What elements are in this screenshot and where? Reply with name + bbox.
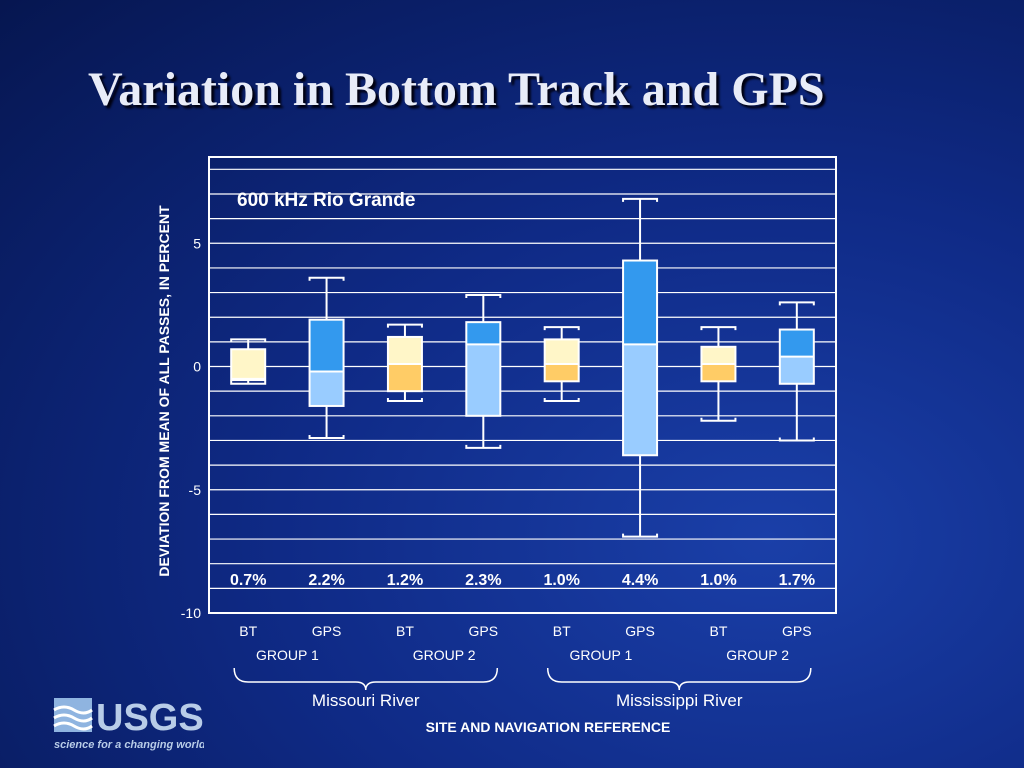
box-4 [543,326,580,403]
whisker-cap-upper [622,197,659,202]
x-tick-label: GPS [469,623,499,639]
box-upper [231,349,266,379]
percent-label: 1.0% [543,572,579,589]
box-upper [544,339,579,365]
x-axis-label: SITE AND NAVIGATION REFERENCE [426,719,671,735]
y-tick-label: -10 [181,605,201,621]
box-0 [230,338,267,385]
box-2 [386,323,423,403]
box-lower [623,344,658,456]
y-tick-label: 5 [193,235,201,251]
whisker-cap-lower [543,398,580,403]
river-bracket [546,667,812,691]
x-tick-label: GPS [782,623,812,639]
whisker-cap-lower [308,434,345,439]
group-label: GROUP 1 [569,647,632,663]
box-lower [701,364,736,382]
y-tick-label: -5 [189,482,202,498]
group-label: GROUP 1 [256,647,319,663]
x-tick-label: BT [239,623,257,639]
box-outline [308,318,345,407]
percent-label: 4.4% [622,572,658,589]
box-3 [465,294,502,449]
group-label: GROUP 2 [413,647,476,663]
box-1 [308,276,345,439]
whisker-cap-lower [622,533,659,538]
x-tick-label: GPS [625,623,655,639]
whisker-cap-upper [308,276,345,281]
box-6 [700,326,737,422]
y-tick-label: 0 [193,359,201,375]
percent-label: 2.2% [308,572,344,589]
usgs-wave-icon [53,698,93,732]
box-upper [779,329,814,357]
river-brackets: Missouri River Mississippi River [233,667,812,710]
whisker-cap-upper [543,326,580,331]
box-upper [387,336,422,365]
x-tick-label: GPS [312,623,342,639]
whisker-cap-upper [700,326,737,331]
box-upper [466,322,501,345]
box-lower [309,371,344,406]
slide-title: Variation in Bottom Track and GPS [88,63,825,116]
whisker-cap-upper [386,323,423,328]
whisker-cap-upper [230,338,267,343]
x-tick-label: BT [396,623,414,639]
x-axis-labels: BT GPS BT GPS BT GPS BT GPS GROUP 1 GROUP 2 GROUP … [239,623,811,663]
plot-area [208,156,837,614]
grid-lines [209,168,836,589]
whisker-cap-lower [700,417,737,422]
whisker-cap-lower [230,380,267,385]
box-lower [387,364,422,392]
box-outline [543,338,580,383]
percent-label: 0.7% [230,572,266,589]
percent-label: 1.2% [387,572,423,589]
box-upper [623,260,658,345]
usgs-tagline: science for a changing world [54,739,204,751]
whisker-cap-lower [386,398,423,403]
whisker-cap-lower [465,444,502,449]
boxes [230,197,815,538]
x-tick-label: BT [553,623,571,639]
usgs-logo: USGS science for a changing world [53,697,204,751]
box-lower [466,344,501,416]
box-5 [622,197,659,538]
percent-label: 1.7% [779,572,815,589]
y-axis-label: DEVIATION FROM MEAN OF ALL PASSES, IN PE… [156,205,172,577]
whisker-cap-lower [778,437,815,442]
percent-label: 1.0% [700,572,736,589]
group-label: GROUP 2 [726,647,789,663]
box-lower [544,364,579,382]
percent-labels: 0.7% 2.2% 1.2% 2.3% 1.0% 4.4% 1.0% 1.7% [230,572,815,589]
box-upper [309,319,344,372]
box-outline [230,348,267,382]
box-lower [779,356,814,384]
river-bracket [233,667,499,691]
percent-label: 2.3% [465,572,501,589]
box-upper [701,346,736,365]
whisker-cap-upper [778,301,815,306]
whisker-cap-upper [465,294,502,299]
river-label: Mississippi River [616,691,743,710]
usgs-logo-text: USGS [96,697,204,739]
box-7 [778,301,815,442]
box-outline [622,259,659,457]
chart-annotation: 600 kHz Rio Grande [237,190,415,211]
box-outline [465,321,502,417]
x-tick-label: BT [709,623,727,639]
y-axis-ticks: 5 0 -5 -10 [181,235,201,621]
river-label: Missouri River [312,691,420,710]
